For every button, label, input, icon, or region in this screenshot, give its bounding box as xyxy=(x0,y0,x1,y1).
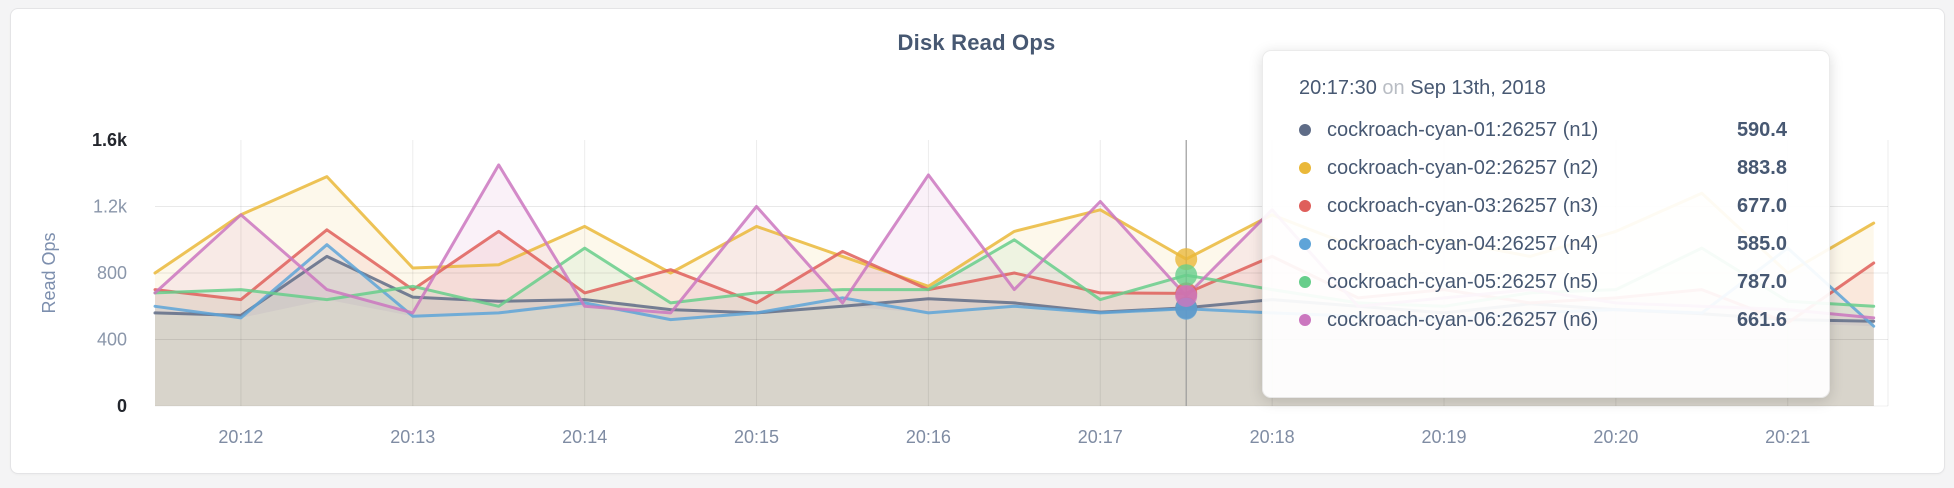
series-name: cockroach-cyan-03:26257 (n3) xyxy=(1327,194,1599,217)
hover-tooltip: 20:17:30 on Sep 13th, 2018 cockroach-cya… xyxy=(1262,50,1830,398)
tooltip-series-row: cockroach-cyan-03:26257 (n3) 677.0 xyxy=(1299,187,1787,225)
tooltip-series-row: cockroach-cyan-05:26257 (n5) 787.0 xyxy=(1299,263,1787,301)
series-value: 585.0 xyxy=(1736,232,1787,255)
y-axis-tick-label: 0 xyxy=(117,396,127,416)
tooltip-series-row: cockroach-cyan-06:26257 (n6) 661.6 xyxy=(1299,301,1787,339)
series-name: cockroach-cyan-04:26257 (n4) xyxy=(1327,232,1599,255)
x-axis-tick-label: 20:12 xyxy=(218,427,263,447)
x-axis-tick-label: 20:16 xyxy=(906,427,951,447)
tooltip-series-row: cockroach-cyan-04:26257 (n4) 585.0 xyxy=(1299,225,1787,263)
x-axis-tick-label: 20:18 xyxy=(1250,427,1295,447)
page-title: Disk Read Ops xyxy=(897,30,1056,55)
y-axis-tick-label: 1.6k xyxy=(92,130,128,150)
y-axis-tick-label: 800 xyxy=(97,263,127,283)
tooltip-rows: cockroach-cyan-01:26257 (n1) 590.4 cockroa… xyxy=(1299,111,1787,339)
y-axis-tick-label: 1.2k xyxy=(93,197,128,217)
hover-marker xyxy=(1175,285,1198,307)
x-axis-tick-label: 20:14 xyxy=(562,427,607,447)
series-name: cockroach-cyan-01:26257 (n1) xyxy=(1327,118,1599,141)
series-dot-icon xyxy=(1299,162,1311,174)
x-axis-tick-label: 20:20 xyxy=(1593,427,1638,447)
tooltip-date: Sep 13th, 2018 xyxy=(1410,77,1546,99)
tooltip-preposition: on xyxy=(1382,77,1405,99)
series-value: 677.0 xyxy=(1736,194,1787,217)
x-axis-tick-label: 20:13 xyxy=(390,427,435,447)
x-axis-tick-label: 20:21 xyxy=(1765,427,1810,447)
series-value: 787.0 xyxy=(1736,270,1787,293)
series-name: cockroach-cyan-06:26257 (n6) xyxy=(1327,308,1599,331)
series-value: 590.4 xyxy=(1736,118,1787,141)
series-name: cockroach-cyan-05:26257 (n5) xyxy=(1327,270,1599,293)
series-dot-icon xyxy=(1299,124,1311,136)
series-dot-icon xyxy=(1299,314,1311,326)
series-dot-icon xyxy=(1299,238,1311,250)
hover-marker xyxy=(1175,264,1198,287)
series-value: 661.6 xyxy=(1736,308,1787,331)
tooltip-time: 20:17:30 xyxy=(1299,77,1377,99)
x-axis-tick-label: 20:15 xyxy=(734,427,779,447)
hover-marker xyxy=(1175,248,1198,271)
series-name: cockroach-cyan-02:26257 (n2) xyxy=(1327,156,1599,179)
series-dot-icon xyxy=(1299,276,1311,288)
x-axis-tick-label: 20:17 xyxy=(1078,427,1123,447)
series-value: 883.8 xyxy=(1736,156,1787,179)
y-axis-tick-label: 400 xyxy=(97,330,127,350)
series-dot-icon xyxy=(1299,200,1311,212)
tooltip-series-row: cockroach-cyan-01:26257 (n1) 590.4 xyxy=(1299,111,1787,149)
tooltip-header: 20:17:30 on Sep 13th, 2018 xyxy=(1299,75,1787,101)
tooltip-series-row: cockroach-cyan-02:26257 (n2) 883.8 xyxy=(1299,149,1787,187)
y-axis-title: Read Ops xyxy=(39,232,59,313)
x-axis-tick-label: 20:19 xyxy=(1421,427,1466,447)
